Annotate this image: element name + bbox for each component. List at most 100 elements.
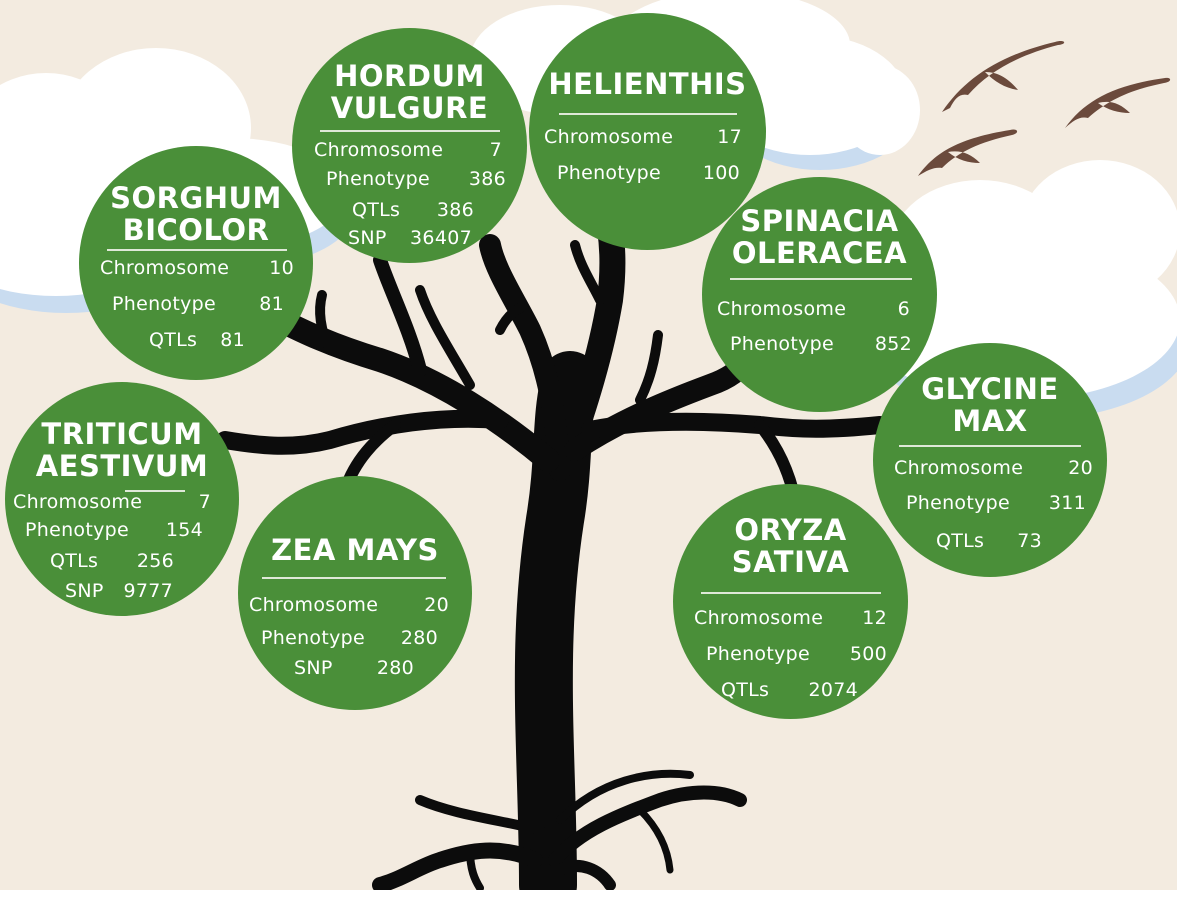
stat-row: Phenotype 311 [906,489,1086,517]
species-title: GLYCINE MAX [873,373,1107,437]
stat-row: SNP 280 [294,654,414,682]
title-line: MAX [952,404,1028,438]
stat-value: 10 [269,257,294,279]
species-title: HELIENTHIS [529,68,766,100]
stat-value: 386 [436,199,474,221]
stat-label: Phenotype [706,643,810,665]
stat-row: SNP 9777 [65,577,173,605]
stat-label: Phenotype [730,333,834,355]
branch-left [268,308,560,472]
stat-label: Phenotype [906,492,1010,514]
title-line: BICOLOR [122,213,270,247]
title-line: OLERACEA [731,236,908,270]
title-line: SPINACIA [740,204,899,238]
stat-row: Phenotype 852 [730,330,912,358]
stat-label: Phenotype [557,162,661,184]
tree [216,192,889,890]
species-title: ORYZA SATIVA [673,514,908,578]
stat-label: SNP [65,580,104,602]
stat-label: Chromosome [13,491,143,513]
stat-row: QTLs 81 [149,326,245,354]
stat-value: 81 [259,293,284,315]
stat-value: 36407 [410,227,472,249]
stat-row: Chromosome 20 [894,454,1093,482]
stat-row: Phenotype 386 [326,165,506,193]
stat-row: Chromosome 7 [13,488,211,516]
species-title: ZEA MAYS [238,534,472,566]
stat-value: 311 [1048,492,1086,514]
title-divider [262,577,446,579]
stat-label: QTLs [50,550,99,572]
stat-value: 2074 [808,679,858,701]
bird-icon [1065,77,1171,128]
species-title: SORGHUM BICOLOR [79,182,313,246]
species-node-oryza-sativa: ORYZA SATIVA Chromosome 12 Phenotype 500… [673,484,908,719]
title-divider [899,445,1081,447]
bird-icon [918,129,1018,176]
title-divider [559,113,737,115]
stat-label: Chromosome [894,457,1024,479]
birds [918,41,1171,176]
stat-label: QTLs [149,329,198,351]
stat-row: Chromosome 7 [314,136,502,164]
species-node-zea-mays: ZEA MAYS Chromosome 20 Phenotype 280 SNP… [238,476,472,710]
stat-value: 6 [897,298,910,320]
title-line: TRITICUM [41,417,203,451]
species-node-sorghum-bicolor: SORGHUM BICOLOR Chromosome 10 Phenotype … [79,146,313,380]
title-line: ZEA MAYS [271,533,439,567]
stat-value: 7 [489,139,502,161]
stat-value: 386 [468,168,506,190]
species-node-triticum-aestivum: TRITICUM AESTIVUM Chromosome 7 Phenotype… [5,382,239,616]
stat-row: Chromosome 17 [544,123,742,151]
stat-label: QTLs [352,199,401,221]
stat-value: 20 [424,594,449,616]
stat-row: Phenotype 154 [25,516,203,544]
title-line: AESTIVUM [35,449,209,483]
stat-row: Chromosome 6 [717,295,910,323]
title-line: VULGURE [330,91,489,125]
stat-value: 12 [862,607,887,629]
species-node-glycine-max: GLYCINE MAX Chromosome 20 Phenotype 311 … [873,343,1107,577]
stat-value: 7 [198,491,211,513]
title-divider [107,249,287,251]
root [372,842,543,890]
stat-row: SNP 36407 [348,224,472,252]
stat-value: 280 [376,657,414,679]
stat-label: QTLs [721,679,770,701]
stat-row: Phenotype 100 [557,159,740,187]
stat-row: Chromosome 10 [100,254,294,282]
stat-label: Phenotype [25,519,129,541]
stat-value: 852 [874,333,912,355]
stat-label: Chromosome [249,594,379,616]
stat-value: 500 [849,643,887,665]
stat-value: 154 [165,519,203,541]
stat-row: Phenotype 500 [706,640,887,668]
stat-label: Chromosome [314,139,444,161]
species-node-hordum-vulgure: HORDUM VULGURE Chromosome 7 Phenotype 38… [292,28,527,263]
stat-row: Phenotype 280 [261,624,438,652]
stat-value: 9777 [123,580,173,602]
title-line: SORGHUM [110,181,282,215]
title-line: GLYCINE [921,372,1059,406]
title-line: HORDUM [334,59,485,93]
title-line: SATIVA [731,545,850,579]
species-node-helienthis: HELIENTHIS Chromosome 17 Phenotype 100 [529,13,766,250]
species-title: HORDUM VULGURE [292,60,527,124]
title-divider [701,592,881,594]
title-divider [320,130,500,132]
stat-row: QTLs 2074 [721,676,858,704]
stat-row: QTLs 256 [50,547,174,575]
title-line: HELIENTHIS [548,67,747,101]
stat-label: Phenotype [112,293,216,315]
species-node-spinacia-oleracea: SPINACIA OLERACEA Chromosome 6 Phenotype… [702,177,937,412]
species-title: SPINACIA OLERACEA [702,205,937,269]
stat-value: 20 [1068,457,1093,479]
stat-label: Chromosome [544,126,674,148]
species-title: TRITICUM AESTIVUM [5,418,239,482]
stat-label: Chromosome [694,607,824,629]
stat-label: QTLs [936,530,985,552]
stat-label: SNP [348,227,387,249]
stat-value: 81 [220,329,245,351]
title-divider [730,278,912,280]
